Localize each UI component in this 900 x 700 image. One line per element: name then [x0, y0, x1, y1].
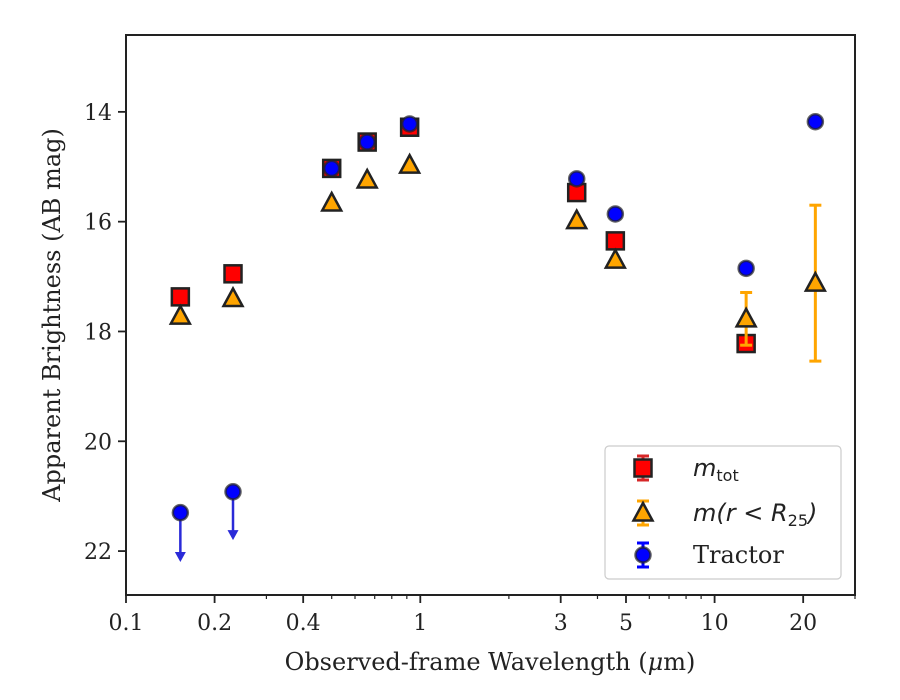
y-tick-label: 14 [84, 101, 112, 126]
data-point-tractor [606, 205, 625, 223]
y-tick-label: 20 [84, 430, 112, 455]
data-point-tractor [322, 159, 341, 178]
upper-limit-arrowhead [227, 530, 239, 541]
data-point-mr25 [221, 285, 245, 308]
x-tick-label: 5 [619, 611, 633, 636]
legend-box [604, 445, 842, 580]
y-tick-label: 16 [84, 211, 112, 236]
x-tick-label: 10 [701, 611, 729, 636]
data-point-tractor [806, 112, 825, 131]
axis-ticks: 0.1 0.2 0.4 1 3 5 10 20 14 16 18 20 22 [84, 101, 856, 636]
plot-area [168, 112, 827, 563]
data-point-tractor [358, 133, 376, 151]
series-mtot [170, 117, 756, 354]
legend-marker-mtot [633, 458, 653, 478]
data-point-mtot [170, 287, 191, 307]
data-point-mr25 [803, 270, 827, 292]
legend-marker-mr25 [631, 500, 655, 522]
data-point-mr25 [734, 306, 758, 328]
x-axis-label: Observed-frame Wavelength (μm) [285, 648, 696, 676]
data-point-mtot [223, 264, 243, 284]
y-tick-label: 18 [84, 320, 112, 345]
legend-label-tractor: Tractor [693, 541, 784, 569]
upper-limit-arrowhead [174, 552, 186, 563]
data-point-tractor [400, 115, 419, 133]
series-tractor [171, 112, 825, 563]
x-tick-label: 0.4 [286, 611, 321, 636]
x-tick-label: 0.1 [109, 611, 144, 636]
series-mr25 [168, 152, 827, 363]
data-point-mtot [605, 231, 626, 251]
x-tick-label: 1 [413, 611, 427, 636]
data-point-mr25 [320, 190, 344, 212]
data-point-mr25 [168, 303, 192, 325]
x-tick-label: 0.2 [197, 611, 232, 636]
y-tick-label: 22 [84, 540, 112, 565]
data-point-mr25 [565, 207, 589, 230]
data-point-tractor [171, 503, 190, 522]
plot-frame [125, 34, 856, 596]
legend-label-mtot: mtot [693, 454, 739, 485]
data-point-mr25 [603, 247, 627, 269]
data-point-tractor [737, 259, 755, 278]
legend-marker-tractor [634, 546, 652, 564]
legend-label-mr25: m(r < R25) [693, 499, 817, 530]
x-tick-label: 20 [789, 611, 817, 636]
data-point-mr25 [355, 167, 379, 189]
data-point-tractor [567, 170, 586, 188]
data-point-tractor [224, 483, 242, 501]
legend: mtot m(r < R25) Tractor [604, 445, 842, 580]
data-point-mr25 [398, 152, 422, 174]
y-axis-label: Apparent Brightness (AB mag) [38, 128, 66, 503]
x-tick-label: 3 [554, 611, 568, 636]
